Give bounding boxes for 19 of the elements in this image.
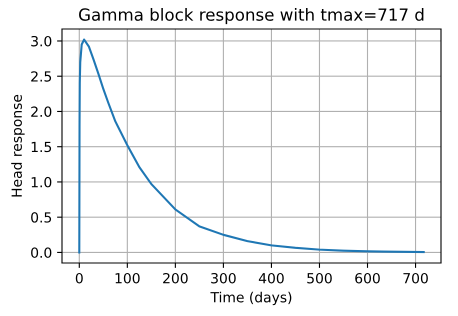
line-series (78, 38, 425, 254)
y-tick-label: 0.5 (31, 212, 52, 223)
x-tick-label: 500 (307, 272, 332, 284)
y-axis-title: Head response (11, 94, 25, 197)
x-axis-title: Time (days) (210, 292, 292, 306)
x-tick-label: 400 (258, 272, 284, 284)
chart-title: Gamma block response with tmax=717 d (79, 8, 424, 24)
x-tick-label: 100 (116, 272, 140, 284)
y-tick-label: 1.5 (32, 142, 52, 152)
y-tick-label: 1.0 (32, 176, 52, 188)
x-tick-label: 300 (211, 272, 236, 284)
y-tick-label: 3.0 (31, 36, 52, 46)
x-tick-label: 200 (163, 272, 188, 284)
x-tick-label: 0 (76, 272, 83, 284)
y-tick-label: 2.0 (31, 106, 52, 117)
x-tick-label: 600 (355, 272, 380, 284)
x-tick-label: 700 (403, 272, 428, 284)
y-tick-label: 2.5 (31, 71, 52, 82)
y-tick-label: 0.0 (31, 247, 52, 258)
